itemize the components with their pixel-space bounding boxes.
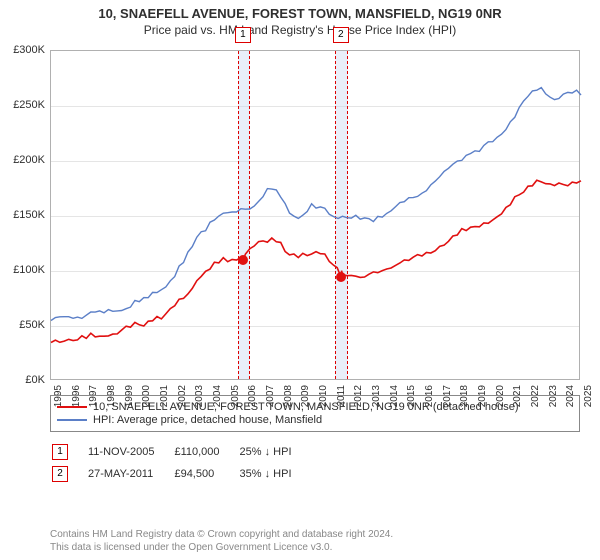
sale-marker-label: 2 bbox=[333, 27, 349, 43]
sale-hpi-diff: 35% ↓ HPI bbox=[240, 464, 310, 484]
sale-marker-label: 1 bbox=[235, 27, 251, 43]
series-property bbox=[51, 180, 581, 342]
series-hpi bbox=[51, 88, 581, 321]
y-tick-label: £150K bbox=[0, 209, 45, 221]
page-title: 10, SNAEFELL AVENUE, FOREST TOWN, MANSFI… bbox=[0, 6, 600, 21]
page-subtitle: Price paid vs. HM Land Registry's House … bbox=[0, 23, 600, 37]
plot-area: 12 bbox=[50, 50, 580, 380]
legend-swatch bbox=[57, 406, 87, 408]
attribution-line: This data is licensed under the Open Gov… bbox=[50, 541, 393, 554]
legend: 10, SNAEFELL AVENUE, FOREST TOWN, MANSFI… bbox=[50, 395, 580, 432]
legend-swatch bbox=[57, 419, 87, 421]
y-tick-label: £250K bbox=[0, 99, 45, 111]
legend-label: 10, SNAEFELL AVENUE, FOREST TOWN, MANSFI… bbox=[93, 401, 519, 413]
legend-label: HPI: Average price, detached house, Mans… bbox=[93, 414, 322, 426]
sale-point bbox=[336, 272, 346, 282]
y-tick-label: £50K bbox=[0, 319, 45, 331]
sales-table: 1 11-NOV-2005£110,00025% ↓ HPI 2 27-MAY-201… bbox=[50, 440, 312, 486]
y-tick-label: £100K bbox=[0, 264, 45, 276]
sale-price: £110,000 bbox=[174, 442, 237, 462]
chart: 12 £0K£50K£100K£150K£200K£250K£300K 1995… bbox=[50, 50, 580, 380]
sale-date: 27-MAY-2011 bbox=[88, 464, 172, 484]
x-tick-label: 2025 bbox=[583, 385, 594, 407]
y-tick-label: £300K bbox=[0, 44, 45, 56]
sale-marker-icon: 2 bbox=[52, 466, 68, 482]
sale-date: 11-NOV-2005 bbox=[88, 442, 172, 462]
chart-lines bbox=[51, 51, 579, 379]
sale-marker-icon: 1 bbox=[52, 444, 68, 460]
y-tick-label: £0K bbox=[0, 374, 45, 386]
attribution: Contains HM Land Registry data © Crown c… bbox=[50, 528, 393, 554]
sale-row: 1 11-NOV-2005£110,00025% ↓ HPI bbox=[52, 442, 310, 462]
legend-item-property: 10, SNAEFELL AVENUE, FOREST TOWN, MANSFI… bbox=[57, 401, 573, 413]
sale-point bbox=[238, 255, 248, 265]
y-tick-label: £200K bbox=[0, 154, 45, 166]
sale-row: 2 27-MAY-2011£94,50035% ↓ HPI bbox=[52, 464, 310, 484]
sale-hpi-diff: 25% ↓ HPI bbox=[240, 442, 310, 462]
sale-price: £94,500 bbox=[174, 464, 237, 484]
legend-item-hpi: HPI: Average price, detached house, Mans… bbox=[57, 414, 573, 426]
attribution-line: Contains HM Land Registry data © Crown c… bbox=[50, 528, 393, 541]
